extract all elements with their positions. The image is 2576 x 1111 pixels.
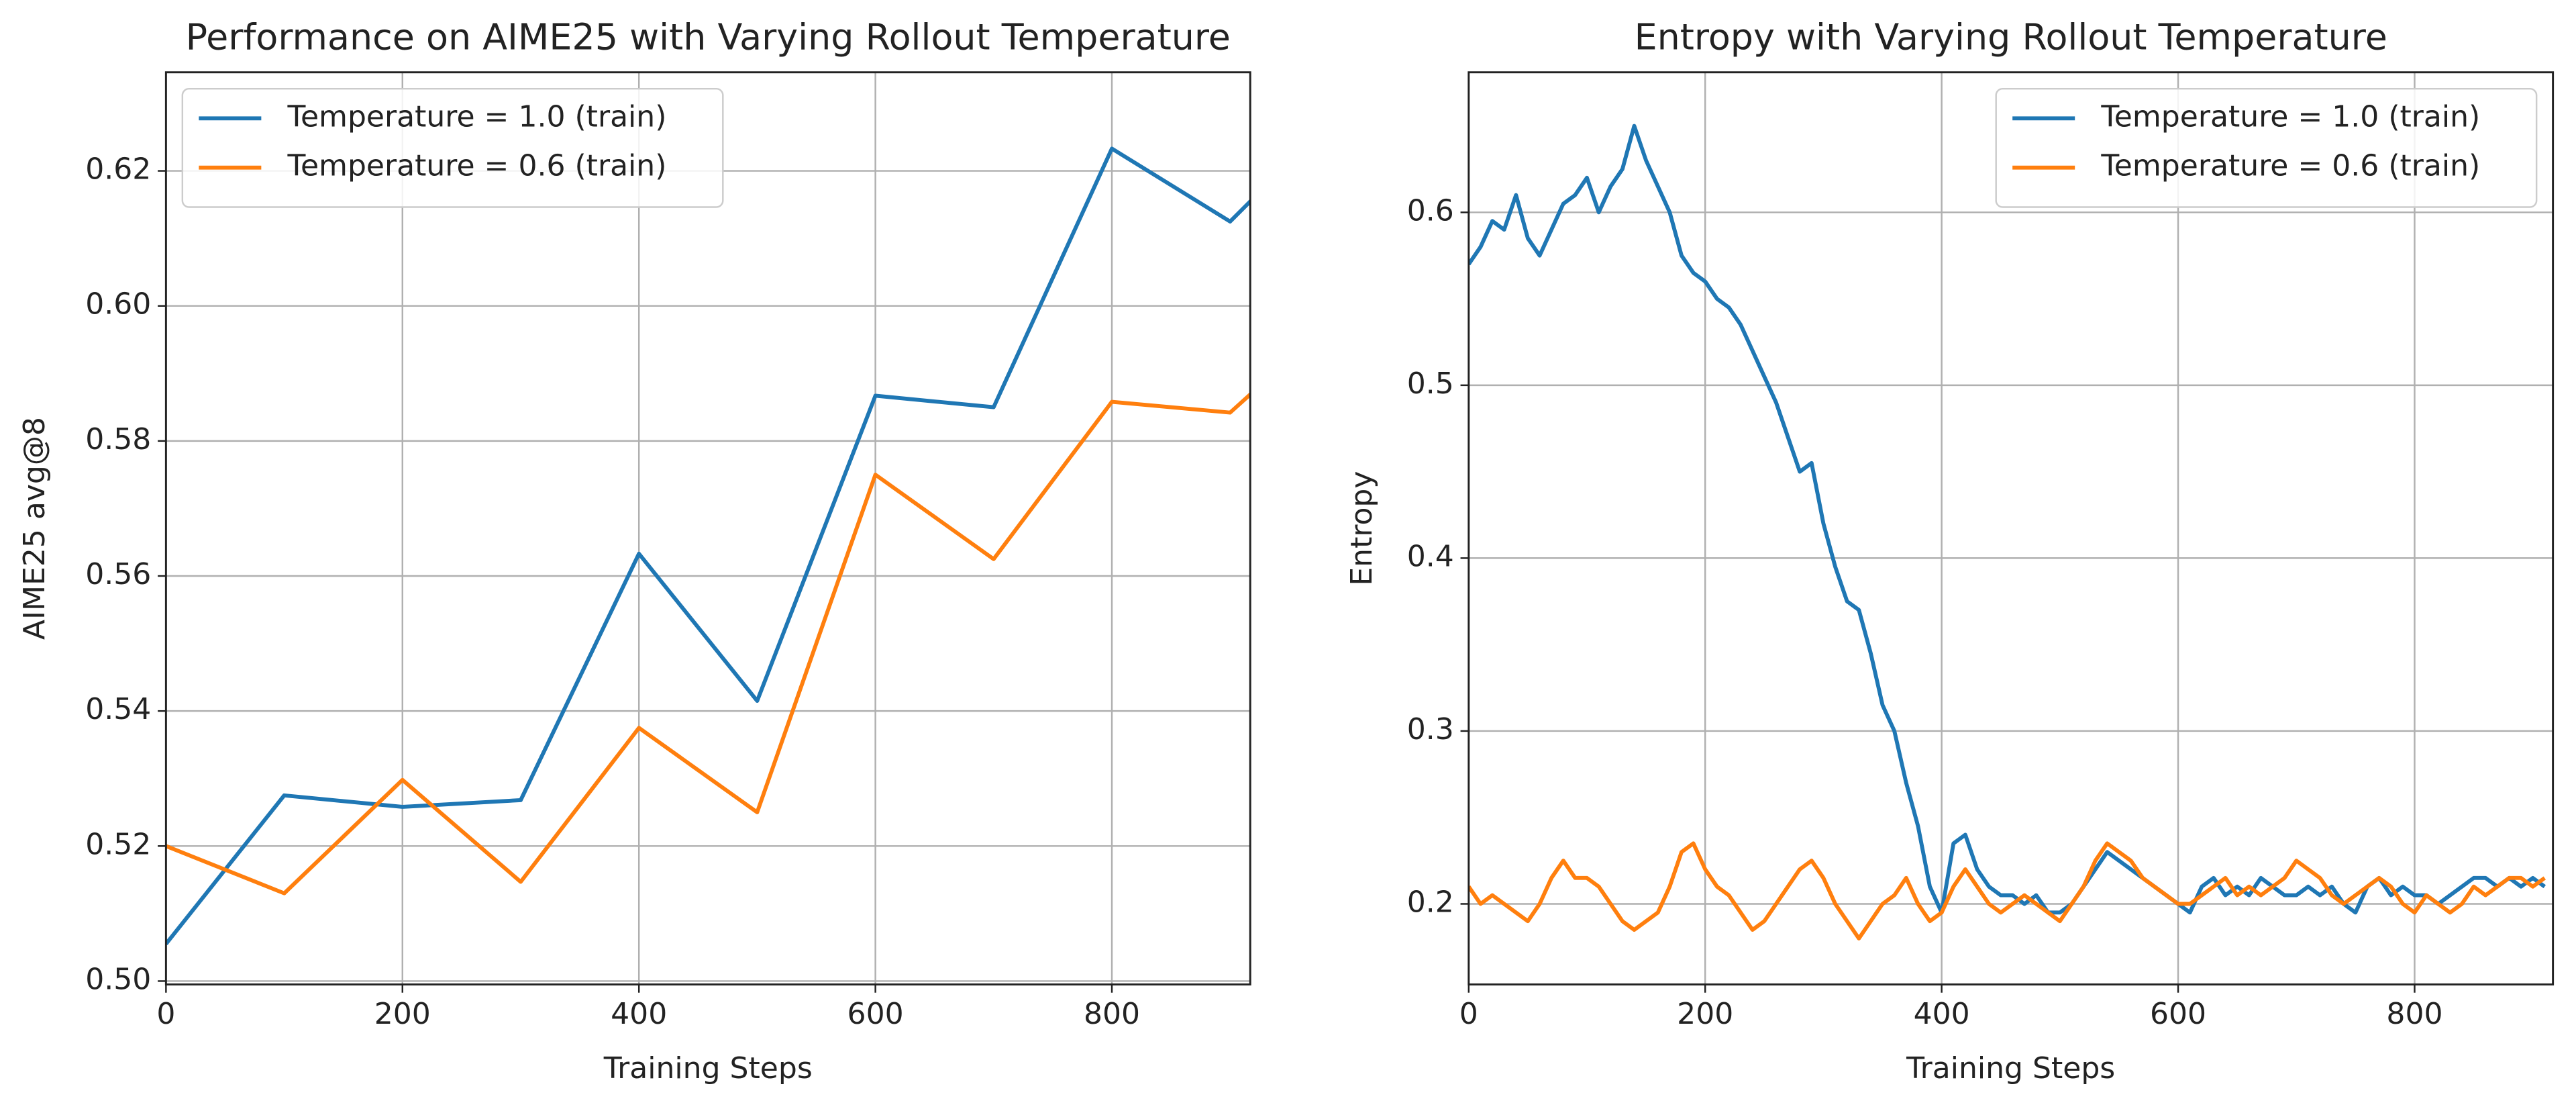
- legend-label: Temperature = 1.0 (train): [2100, 99, 2480, 134]
- legend-label: Temperature = 1.0 (train): [287, 99, 667, 134]
- x-axis-label: Training Steps: [603, 1051, 813, 1085]
- y-tick-label: 0.54: [85, 692, 151, 726]
- plot-frame: [1467, 71, 2555, 985]
- y-tick-label: 0.56: [85, 557, 151, 591]
- y-tick-label: 0.50: [85, 962, 151, 996]
- y-tick-label: 0.6: [1407, 193, 1454, 228]
- x-tick-label: 800: [2386, 997, 2442, 1031]
- series-line: [166, 146, 1251, 945]
- y-tick-label: 0.5: [1407, 367, 1454, 401]
- legend-box: [181, 87, 724, 208]
- y-tick-label: 0.52: [85, 827, 151, 861]
- series-line: [1468, 841, 2546, 940]
- y-tick-label: 0.2: [1407, 885, 1454, 919]
- legend: Temperature = 1.0 (train) Temperature = 0…: [1995, 87, 2538, 208]
- x-tick-label: 400: [611, 997, 667, 1031]
- x-tick-label: 800: [1084, 997, 1140, 1031]
- x-tick-label: 200: [374, 997, 431, 1031]
- chart-title: Performance on AIME25 with Varying Rollo…: [186, 15, 1231, 58]
- chart: 0 200 400 600 800 0.2 0.3 0.4 0.5 0.6 Entropy with…: [1345, 15, 2555, 1085]
- y-tick-label: 0.62: [85, 152, 151, 187]
- x-tick-label: 600: [2150, 997, 2206, 1031]
- legend-box: [1995, 87, 2538, 208]
- x-tick-label: 600: [847, 997, 904, 1031]
- legend-label: Temperature = 0.6 (train): [2100, 149, 2480, 183]
- x-axis-label: Training Steps: [1906, 1051, 2115, 1085]
- y-tick-label: 0.60: [85, 287, 151, 322]
- y-tick-label: 0.4: [1407, 539, 1454, 573]
- y-axis-label: Entropy: [1345, 471, 1379, 586]
- x-tick-label: 200: [1677, 997, 1733, 1031]
- series-line: [166, 391, 1251, 896]
- legend: Temperature = 1.0 (train) Temperature = 0…: [181, 87, 724, 208]
- legend-label: Temperature = 0.6 (train): [287, 149, 667, 183]
- y-tick-label: 0.3: [1407, 712, 1454, 746]
- x-tick-label: 400: [1914, 997, 1970, 1031]
- y-tick-label: 0.58: [85, 422, 151, 456]
- x-tick-label: 0: [156, 997, 175, 1031]
- chart: 0 200 400 600 800 0.50 0.52 0.54 0.56 0.58 0.60 0.6…: [17, 15, 1251, 1085]
- x-tick-label: 0: [1459, 997, 1478, 1031]
- series-line: [1468, 124, 2546, 915]
- y-axis-label: AIME25 avg@8: [17, 417, 52, 640]
- chart-title: Entropy with Varying Rollout Temperature: [1635, 15, 2387, 58]
- plot-frame: [164, 71, 1251, 985]
